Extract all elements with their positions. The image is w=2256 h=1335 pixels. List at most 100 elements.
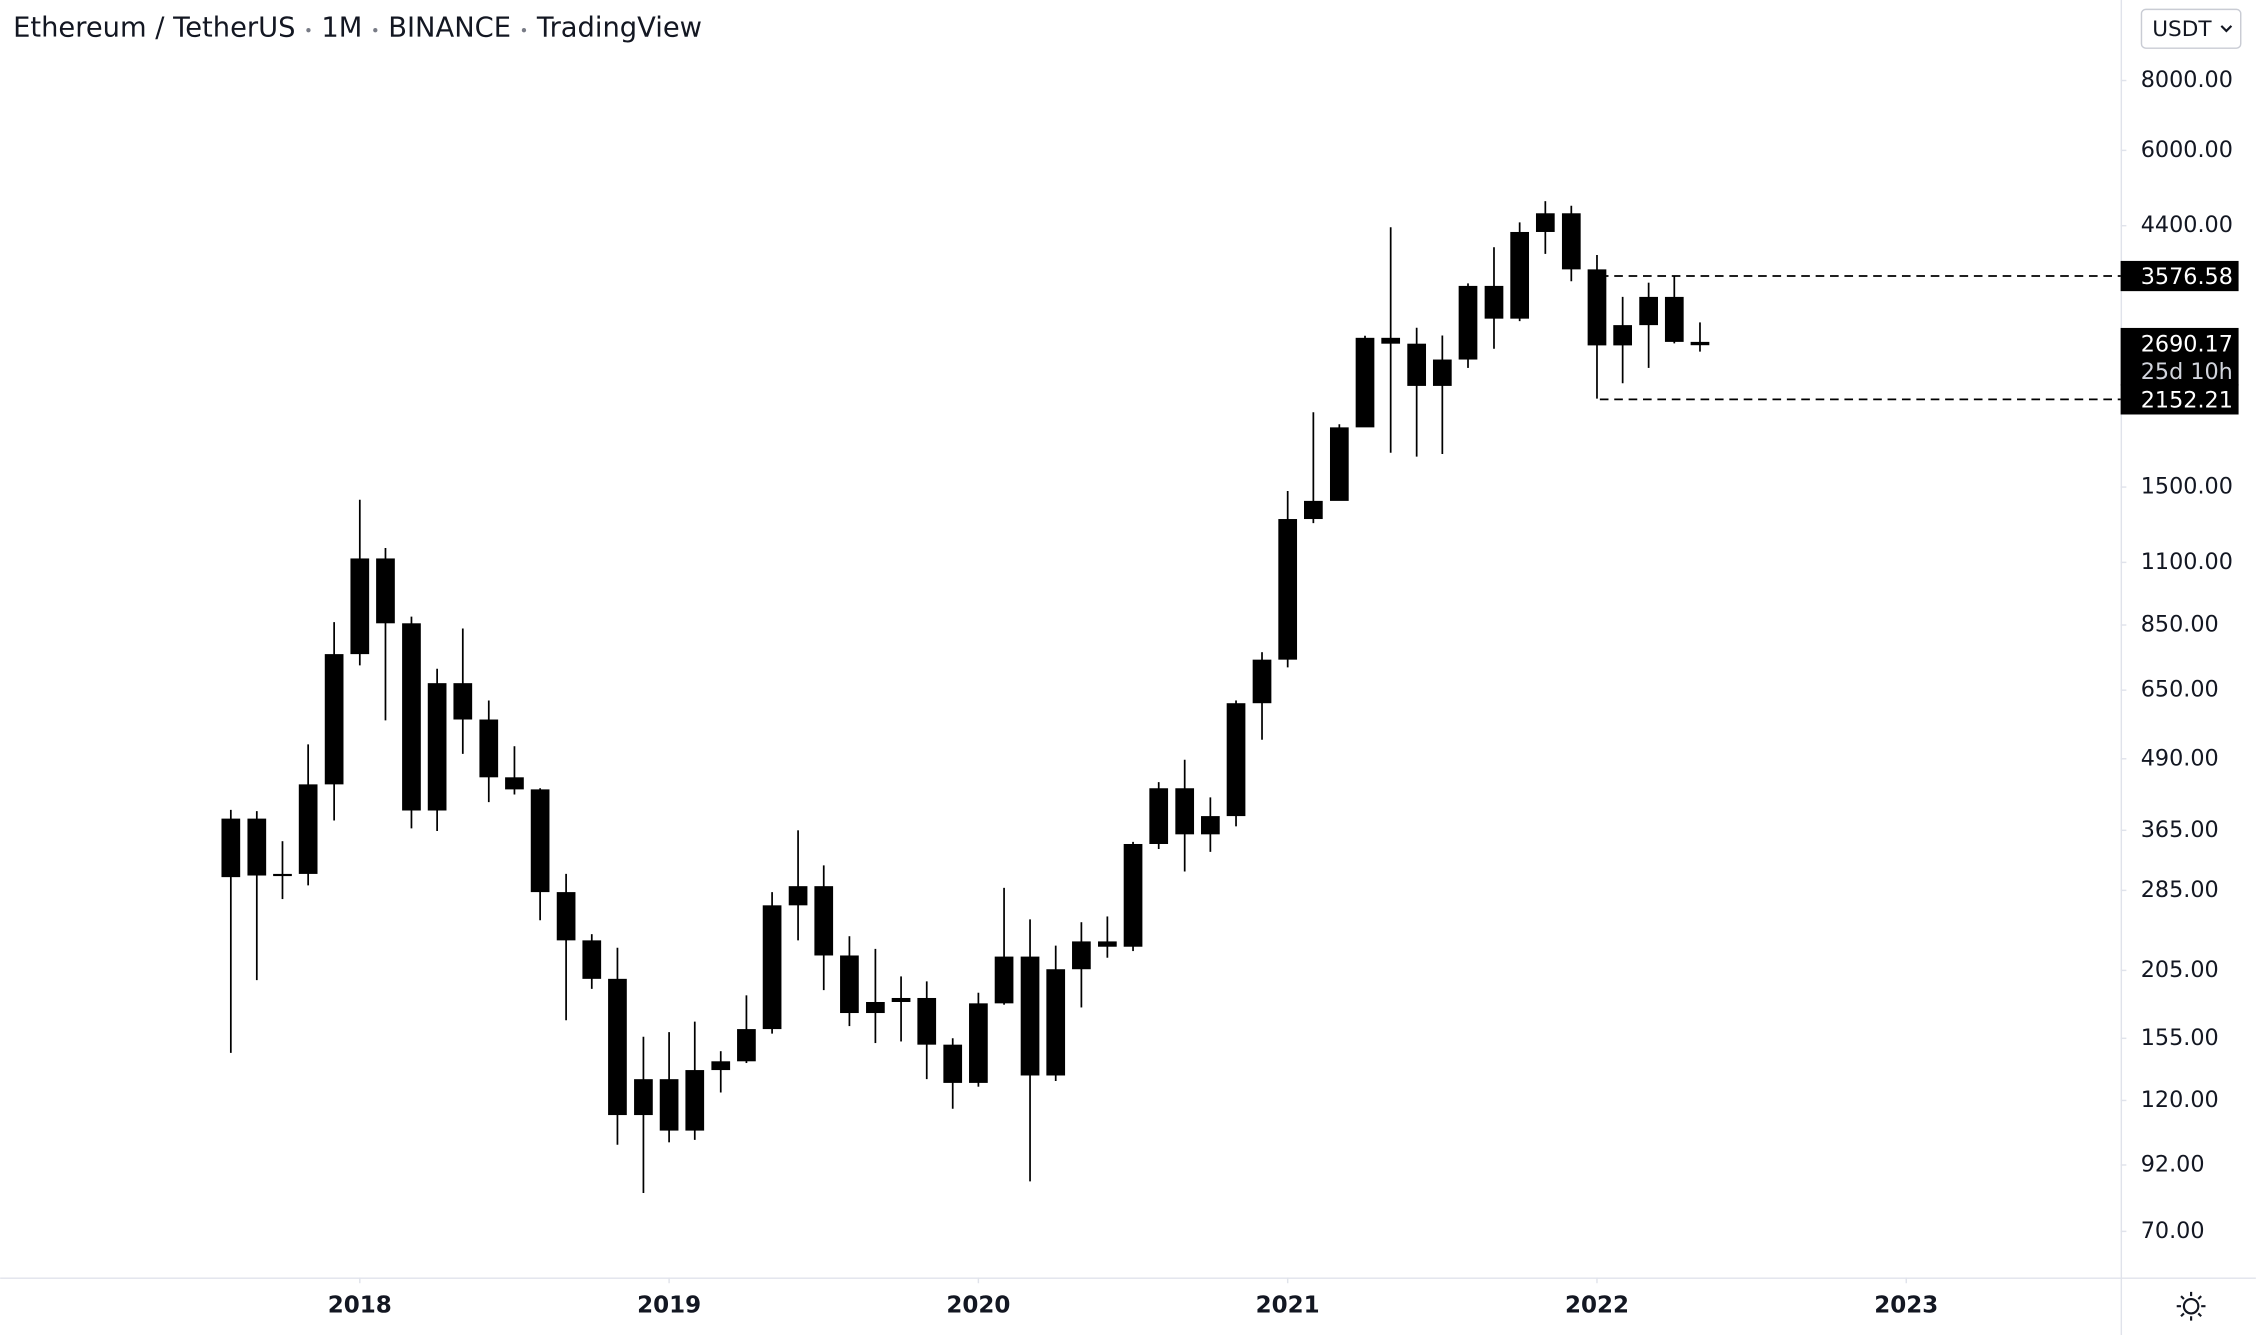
y-tick-label: 6000.00 [2141,137,2233,163]
currency-label[interactable]: USDT [2152,17,2212,42]
candle-body [1329,427,1349,501]
last-price-label: 2690.17 [2141,332,2233,358]
candle [1458,283,1478,368]
countdown: 25d 10h [2141,359,2233,385]
candle-body [453,683,473,720]
candle-body [582,940,602,979]
candle [943,1038,963,1109]
candle-body [427,683,447,811]
candle [840,936,859,1027]
candle-body [685,1070,705,1131]
y-tick-label: 92.00 [2141,1151,2205,1177]
candle-body [221,818,241,878]
candle-body [247,818,267,876]
candle [505,746,524,795]
title-bar: Ethereum / TetherUS 1M BINANCE TradingVi… [13,12,702,43]
candle-body [1123,843,1143,947]
candle [866,948,885,1044]
candle [1664,275,1684,344]
candle-body [556,892,576,941]
last-price-tag [2120,327,2239,386]
settings-button[interactable] [2176,1291,2206,1321]
price-tag [2120,384,2239,415]
candle [1484,247,1504,349]
candle [324,622,344,821]
y-tick-label: 1500.00 [2141,474,2233,500]
separator [306,28,311,33]
candle-body [1381,337,1401,344]
candle [1639,282,1658,368]
candle-body [1278,519,1298,660]
candle [814,865,834,991]
candle-body [1201,816,1220,835]
price-tag [2120,260,2239,292]
candle [1587,255,1607,399]
y-tick-label: 650.00 [2141,677,2219,703]
candle-body [1535,213,1555,232]
candle [1046,945,1066,1082]
currency-button[interactable]: USDT [2140,8,2242,49]
candle-body [479,719,499,778]
candle [530,788,550,921]
candle-body [1458,285,1478,360]
gear-teeth[interactable] [2176,1291,2206,1321]
candle-body [1252,659,1272,704]
candle-body [1072,941,1091,970]
candle-body [1226,703,1246,817]
candle [891,976,911,1042]
y-tick-label: 205.00 [2141,957,2219,983]
candle [1432,335,1452,454]
candle-body [376,558,395,624]
candle [298,744,318,886]
candle [247,811,267,981]
y-tick-label: 850.00 [2141,612,2219,638]
candle [1304,412,1323,524]
candle-body [350,558,370,655]
candle [1535,201,1555,254]
gear[interactable] [2182,1297,2200,1315]
candle [453,628,473,754]
separator [373,28,378,33]
candle-body [840,955,859,1014]
candle-body [402,623,421,811]
candle-body [1484,285,1504,319]
candle-body [1175,788,1195,835]
candle-body [1149,788,1169,844]
candle [685,1021,705,1140]
price-tag-label: 3576.58 [2141,264,2233,290]
candle-body [608,978,627,1116]
candle-body [994,956,1014,1004]
currency-box[interactable] [2140,8,2242,49]
candle-body [1639,296,1658,326]
candle [1690,322,1710,352]
candle-body [1561,213,1581,270]
candle-body [711,1061,731,1071]
candle-body [1690,341,1710,346]
candle-body [1587,269,1607,346]
candle-body [1046,969,1066,1076]
candle-body [788,886,808,906]
separator [521,28,527,33]
y-tick-label: 155.00 [2141,1025,2219,1051]
y-tick-label: 285.00 [2141,877,2219,903]
candle-body [814,886,834,956]
candle [1149,782,1169,849]
candle-body [1304,500,1323,520]
candle-body [866,1001,885,1014]
interval: 1M [321,12,362,43]
candle [1407,327,1427,457]
symbol-title: Ethereum / TetherUS [13,12,295,43]
candle [1123,841,1143,952]
candle [1226,700,1246,827]
candle-body [891,997,911,1002]
candle [1252,652,1272,740]
candle [427,668,447,831]
candle [737,995,756,1064]
candle [762,892,782,1034]
candle [1098,916,1117,958]
candle [350,499,370,666]
candle [1072,922,1091,1008]
chevron[interactable] [2220,25,2233,33]
